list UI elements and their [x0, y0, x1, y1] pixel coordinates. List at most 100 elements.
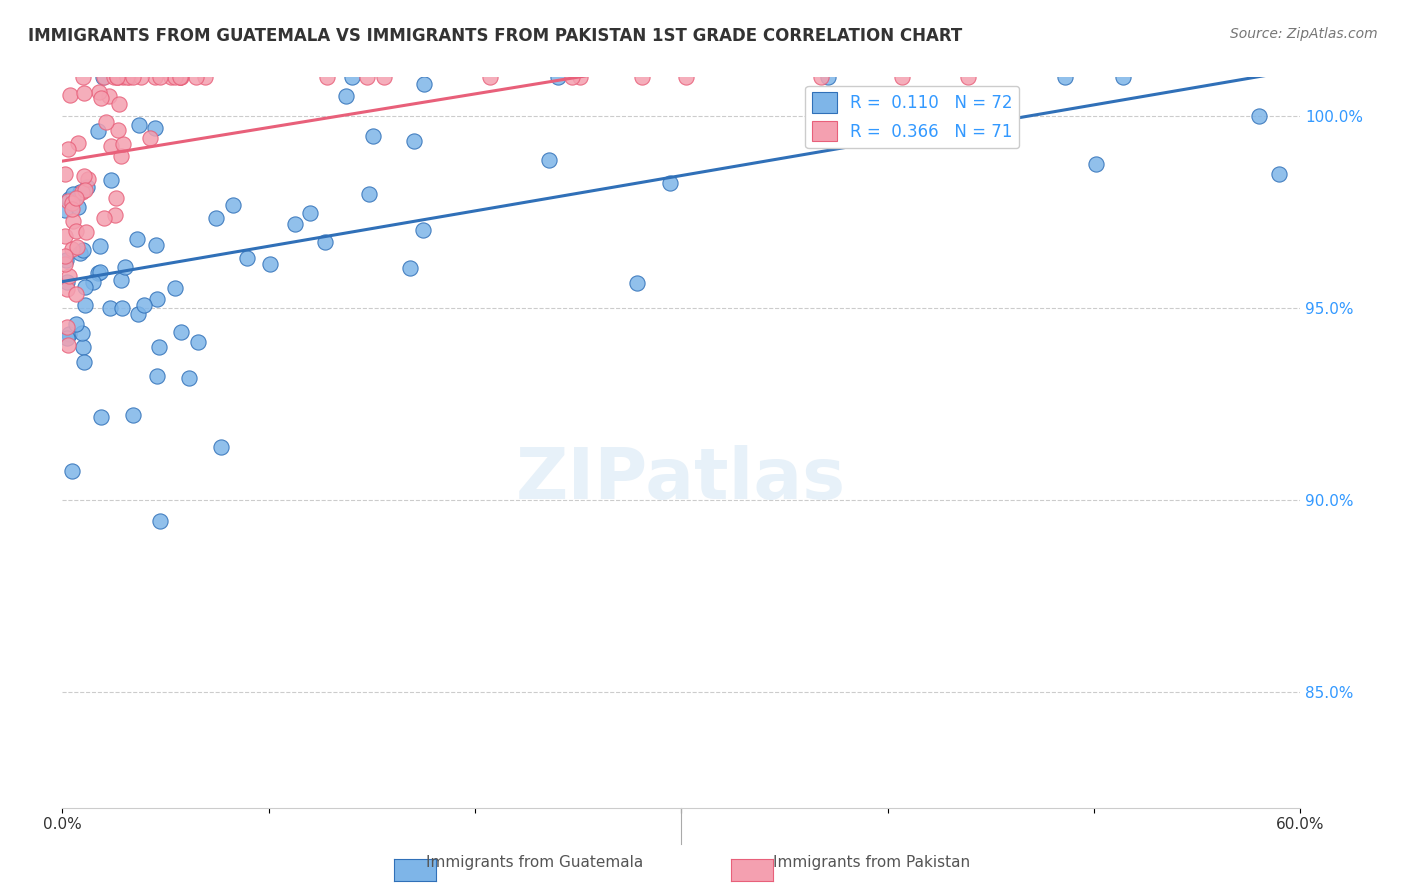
Point — [478, 70, 501, 85]
Point — [100, 173, 122, 187]
Point — [118, 70, 141, 85]
Point — [53, 228, 76, 243]
Point — [184, 70, 207, 85]
Point — [62, 186, 84, 201]
Point — [69, 185, 91, 199]
Point — [412, 78, 434, 92]
Point — [205, 211, 228, 226]
Point — [89, 239, 111, 253]
Point — [105, 70, 128, 85]
Point — [163, 70, 186, 85]
Point — [284, 218, 307, 232]
Point — [810, 70, 832, 85]
Point — [114, 260, 136, 274]
Point — [104, 208, 127, 222]
Point — [340, 70, 363, 85]
Point — [89, 85, 111, 99]
Point — [143, 120, 166, 135]
Point — [72, 339, 94, 353]
Point — [53, 249, 76, 263]
Point — [90, 409, 112, 424]
Point — [299, 206, 322, 220]
Point — [93, 70, 115, 85]
Point — [537, 153, 560, 168]
Point — [404, 134, 426, 148]
Point — [128, 118, 150, 132]
Point — [56, 338, 79, 352]
Point — [75, 225, 97, 239]
Point — [361, 128, 384, 143]
Text: Immigrants from Guatemala: Immigrants from Guatemala — [426, 855, 643, 870]
Point — [547, 70, 569, 85]
Point — [373, 70, 395, 85]
Point — [145, 292, 167, 306]
Point — [145, 70, 167, 85]
Point — [1085, 157, 1108, 171]
Point — [107, 122, 129, 136]
Point — [76, 180, 98, 194]
Point — [56, 275, 79, 289]
Point — [82, 275, 104, 289]
Point — [163, 281, 186, 295]
Point — [115, 70, 138, 85]
Point — [259, 257, 281, 271]
Point — [60, 196, 83, 211]
Point — [111, 301, 134, 315]
Point — [56, 143, 79, 157]
Point — [69, 246, 91, 260]
Point — [105, 70, 128, 85]
Point — [65, 224, 87, 238]
Point — [399, 261, 422, 276]
Point — [194, 70, 217, 85]
Point — [149, 514, 172, 528]
Point — [146, 368, 169, 383]
Point — [222, 197, 245, 211]
Point — [112, 136, 135, 151]
Point — [169, 70, 191, 85]
Point — [87, 124, 110, 138]
Point — [53, 257, 76, 271]
Point — [73, 86, 96, 100]
Point — [53, 203, 76, 218]
Point — [626, 277, 648, 291]
Point — [957, 70, 980, 85]
Point — [97, 89, 120, 103]
Point — [70, 326, 93, 340]
Point — [73, 279, 96, 293]
Point — [107, 70, 129, 85]
Text: IMMIGRANTS FROM GUATEMALA VS IMMIGRANTS FROM PAKISTAN 1ST GRADE CORRELATION CHAR: IMMIGRANTS FROM GUATEMALA VS IMMIGRANTS … — [28, 27, 962, 45]
Point — [169, 70, 191, 85]
Point — [356, 70, 378, 85]
Point — [60, 464, 83, 478]
Point — [122, 70, 145, 85]
Text: Source: ZipAtlas.com: Source: ZipAtlas.com — [1230, 27, 1378, 41]
Point — [159, 70, 181, 85]
Point — [87, 266, 110, 280]
Point — [149, 70, 172, 85]
Point — [53, 167, 76, 181]
Point — [335, 89, 357, 103]
Point — [56, 319, 79, 334]
Point — [55, 252, 77, 267]
Point — [132, 298, 155, 312]
Point — [76, 172, 98, 186]
Point — [890, 70, 912, 85]
Point — [100, 139, 122, 153]
Point — [90, 91, 112, 105]
Point — [56, 330, 79, 344]
Point — [315, 70, 337, 85]
Point — [103, 70, 125, 85]
Point — [1268, 167, 1291, 181]
Point — [145, 237, 167, 252]
Point — [58, 193, 80, 207]
Point — [179, 370, 201, 384]
Point — [89, 265, 111, 279]
Point — [561, 70, 583, 85]
Point — [139, 131, 162, 145]
Point — [59, 88, 82, 103]
Point — [73, 169, 96, 183]
Point — [56, 194, 79, 208]
Point — [122, 408, 145, 422]
Point — [170, 70, 193, 85]
Point — [187, 334, 209, 349]
